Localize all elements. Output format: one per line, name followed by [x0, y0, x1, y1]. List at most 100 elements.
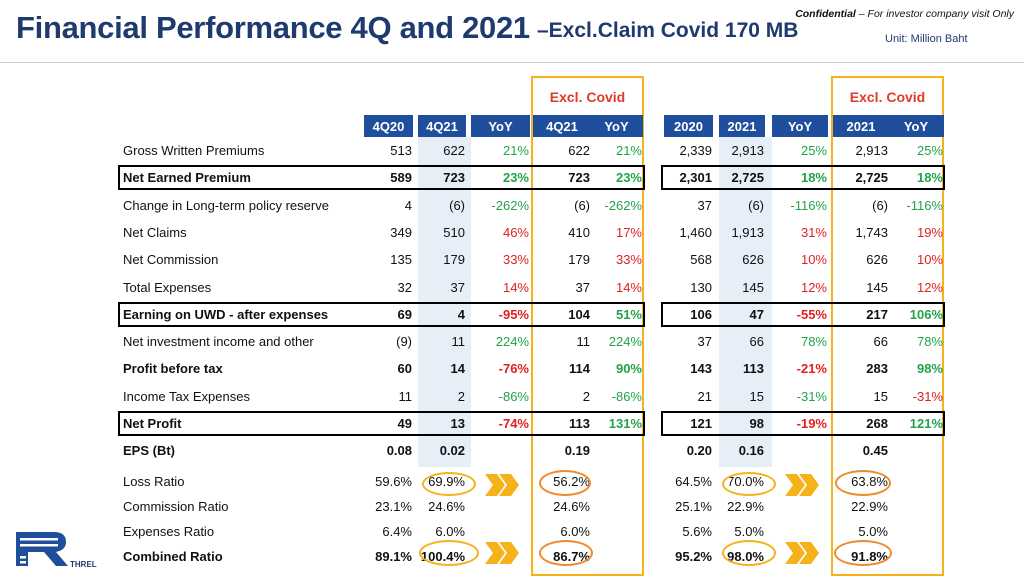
table-cell: 98 [749, 416, 764, 431]
page-title: Financial Performance 4Q and 2021 [16, 10, 530, 45]
table-cell: (6) [574, 197, 590, 213]
highlight-oval-combined-4q21 [419, 540, 479, 566]
table-cell: 15 [873, 388, 888, 404]
table-cell: 589 [390, 170, 412, 186]
table-cell: 60 [397, 361, 412, 377]
ratio-cell: 25.1% [675, 499, 712, 514]
table-cell: 723 [568, 170, 590, 186]
row-label: Gross Written Premiums [123, 143, 265, 158]
ratio-cell: 24.6% [553, 499, 590, 514]
table-cell: 113 [569, 416, 590, 431]
confidential-text: – For investor company visit Only [855, 8, 1014, 20]
excl-covid-label-year: Excl. Covid [849, 89, 926, 105]
ratio-cell: 6.0% [435, 524, 465, 539]
table-cell: 17% [615, 224, 642, 240]
table-cell: 1,460 [679, 224, 712, 240]
table-cell: 37 [450, 279, 465, 295]
table-cell: 47 [749, 306, 764, 322]
row-label: Total Expenses [123, 279, 212, 295]
table-cell: -76% [498, 361, 529, 377]
table-cell: 121 [690, 416, 712, 431]
table-cell: 513 [390, 143, 412, 158]
table-cell: 179 [443, 252, 465, 268]
column-header: 2020 [664, 115, 713, 137]
table-cell: -116% [790, 197, 827, 213]
row-label: Net Profit [123, 416, 182, 431]
table-cell: 179 [568, 252, 590, 268]
table-cell: 15 [749, 388, 764, 404]
ratio-cell: 23.1% [375, 499, 412, 514]
ratio-label: Loss Ratio [123, 474, 185, 489]
row-label: EPS (Bt) [123, 443, 175, 459]
table-cell: -116% [906, 197, 943, 213]
table-cell: 2 [582, 388, 590, 404]
table-cell: -74% [498, 416, 529, 431]
table-cell: -95% [498, 306, 529, 322]
ratio-label: Commission Ratio [123, 499, 229, 514]
chevron-arrow-icon [485, 474, 519, 496]
chevron-arrow-icon [785, 542, 819, 564]
row-label: Net investment income and other [123, 334, 314, 350]
highlight-oval-combined-excl-2021 [834, 540, 892, 566]
table-cell: 113 [743, 361, 764, 377]
table-cell: 31% [800, 224, 827, 240]
table-cell: 224% [495, 334, 529, 350]
column-header: 4Q21 [418, 115, 466, 137]
table-cell: 32 [397, 279, 412, 295]
row-label: Net Claims [123, 224, 187, 240]
table-cell: 130 [690, 279, 712, 295]
table-cell: 12% [916, 279, 943, 295]
table-cell: 11 [576, 334, 591, 350]
table-cell: 135 [390, 252, 412, 268]
table-cell: 37 [575, 279, 590, 295]
column-header: YoY [590, 115, 643, 137]
table-cell: -19% [796, 416, 827, 431]
logo-text: THREL [70, 560, 97, 569]
ratio-cell: 5.0% [858, 524, 888, 539]
ratio-cell: 5.6% [682, 524, 712, 539]
column-header: 4Q20 [364, 115, 413, 137]
table-cell: 21% [615, 143, 642, 158]
table-cell: 283 [866, 361, 888, 377]
table-cell: 78% [916, 334, 943, 350]
table-cell: 46% [502, 224, 529, 240]
confidential-note: Confidential – For investor company visi… [795, 8, 1014, 20]
table-cell: 114 [569, 361, 590, 377]
table-cell: 0.08 [386, 443, 412, 459]
highlight-oval-combined-excl-4q21 [539, 540, 593, 566]
table-cell: 18% [916, 170, 943, 186]
table-cell: 104 [568, 306, 590, 322]
page-subtitle: –Excl.Claim Covid 170 MB [537, 19, 799, 42]
row-label: Earning on UWD - after expenses [123, 306, 329, 322]
table-cell: 568 [690, 252, 712, 268]
table-cell: -31% [912, 388, 943, 404]
highlight-oval-loss-4q21 [422, 472, 476, 496]
row-label: Net Earned Premium [123, 170, 251, 186]
table-cell: 2,913 [855, 143, 888, 158]
table-cell: 90% [615, 361, 642, 377]
table-cell: 268 [866, 416, 888, 431]
ratio-cell: 89.1% [375, 549, 412, 564]
excl-covid-label-quarter: Excl. Covid [549, 89, 626, 105]
table-cell: 14 [450, 361, 465, 377]
table-cell: 21 [697, 388, 712, 404]
table-cell: 2,725 [855, 170, 888, 186]
table-cell: 2,301 [679, 170, 712, 186]
table-cell: 66 [873, 334, 888, 350]
row-outline [661, 301, 945, 327]
table-cell: (6) [872, 197, 888, 213]
table-cell: 11 [398, 388, 413, 404]
table-cell: 37 [697, 197, 712, 213]
highlight-oval-loss-2021 [722, 472, 776, 496]
table-cell: 18% [800, 170, 827, 186]
table-cell: 19% [916, 224, 943, 240]
table-cell: 14% [615, 279, 642, 295]
table-cell: 622 [568, 143, 590, 158]
table-cell: 66 [749, 334, 764, 350]
table-cell: 106 [690, 306, 712, 322]
table-cell: 33% [615, 252, 642, 268]
table-cell: 626 [866, 252, 888, 268]
column-header: 2021 [719, 115, 765, 137]
table-cell: -21% [796, 361, 827, 377]
ratio-cell: 5.0% [734, 524, 764, 539]
